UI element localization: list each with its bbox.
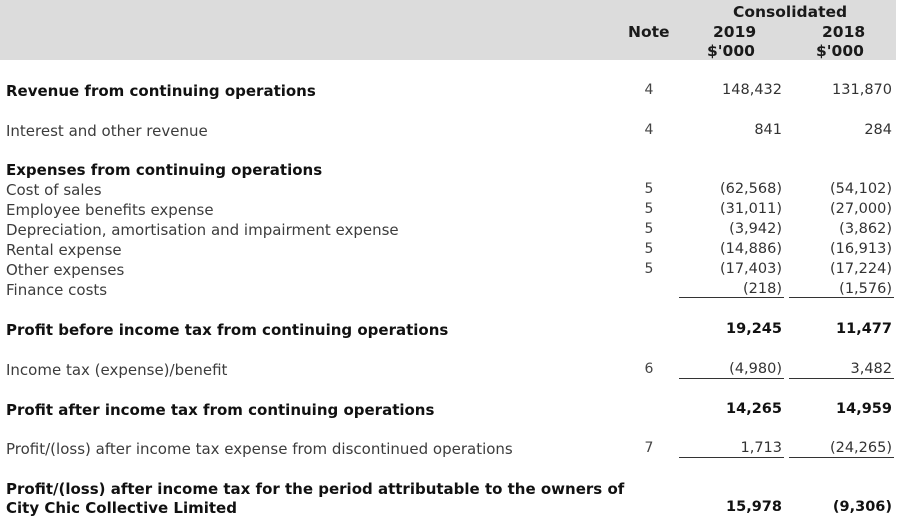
table-header-band	[0, 0, 896, 60]
row-note: 5	[644, 261, 654, 277]
row-label: Profit/(loss) after income tax expense f…	[6, 440, 513, 458]
row-value-2019: 15,978	[726, 499, 782, 515]
row-value-2018: (27,000)	[829, 201, 892, 217]
section-heading: Expenses from continuing operations	[6, 161, 323, 179]
header-unit-2019: $'000	[707, 42, 755, 60]
row-label: Revenue from continuing operations	[6, 82, 316, 100]
header-year-2019: 2019	[713, 23, 757, 41]
row-value-2018: (24,265)	[829, 440, 892, 456]
row-label: Depreciation, amortisation and impairmen…	[6, 221, 399, 239]
row-value-2018: (1,576)	[839, 281, 892, 297]
row-value-2019: (17,403)	[719, 261, 782, 277]
row-value-2018: (9,306)	[832, 499, 892, 515]
subtotal-rule-2018	[789, 378, 894, 379]
row-label: Employee benefits expense	[6, 201, 214, 219]
header-note: Note	[628, 23, 670, 41]
row-label: Profit after income tax from continuing …	[6, 401, 435, 419]
row-note: 4	[644, 82, 654, 98]
row-value-2018: (17,224)	[829, 261, 892, 277]
row-label: Income tax (expense)/benefit	[6, 361, 228, 379]
header-consolidated: Consolidated	[733, 3, 848, 21]
row-value-2019: (62,568)	[719, 181, 782, 197]
subtotal-rule-2018	[789, 297, 894, 298]
row-note: 5	[644, 221, 654, 237]
row-label: Rental expense	[6, 241, 122, 259]
row-value-2019: 1,713	[740, 440, 782, 456]
row-value-2018: (3,862)	[839, 221, 892, 237]
row-value-2018: 3,482	[850, 361, 892, 377]
row-note: 4	[644, 122, 654, 138]
subtotal-rule-2019	[679, 297, 784, 298]
row-value-2019: 148,432	[722, 82, 782, 98]
header-unit-2018: $'000	[816, 42, 864, 60]
row-label: Other expenses	[6, 261, 125, 279]
row-label: Profit before income tax from continuing…	[6, 321, 449, 339]
header-year-2018: 2018	[822, 23, 866, 41]
row-note: 5	[644, 201, 654, 217]
row-note: 5	[644, 241, 654, 257]
row-value-2019: 841	[754, 122, 782, 138]
row-value-2019: (4,980)	[729, 361, 782, 377]
row-label: Profit/(loss) after income tax for the p…	[6, 480, 625, 498]
row-value-2019: 19,245	[726, 321, 782, 337]
row-value-2018: (16,913)	[829, 241, 892, 257]
row-label: Cost of sales	[6, 181, 102, 199]
row-value-2018: 14,959	[836, 401, 892, 417]
row-value-2019: (31,011)	[719, 201, 782, 217]
row-value-2019: (3,942)	[729, 221, 782, 237]
row-value-2018: 284	[864, 122, 892, 138]
row-label: Interest and other revenue	[6, 122, 208, 140]
row-value-2019: 14,265	[726, 401, 782, 417]
subtotal-rule-2019	[679, 378, 784, 379]
row-label-continued: City Chic Collective Limited	[6, 499, 237, 517]
row-value-2019: (218)	[743, 281, 782, 297]
row-value-2018: (54,102)	[829, 181, 892, 197]
row-label: Finance costs	[6, 281, 108, 299]
subtotal-rule-2019	[679, 457, 784, 458]
row-value-2018: 131,870	[832, 82, 892, 98]
row-value-2018: 11,477	[836, 321, 892, 337]
subtotal-rule-2018	[789, 457, 894, 458]
row-note: 6	[644, 361, 654, 377]
row-value-2019: (14,886)	[719, 241, 782, 257]
row-note: 7	[644, 440, 654, 456]
row-note: 5	[644, 181, 654, 197]
